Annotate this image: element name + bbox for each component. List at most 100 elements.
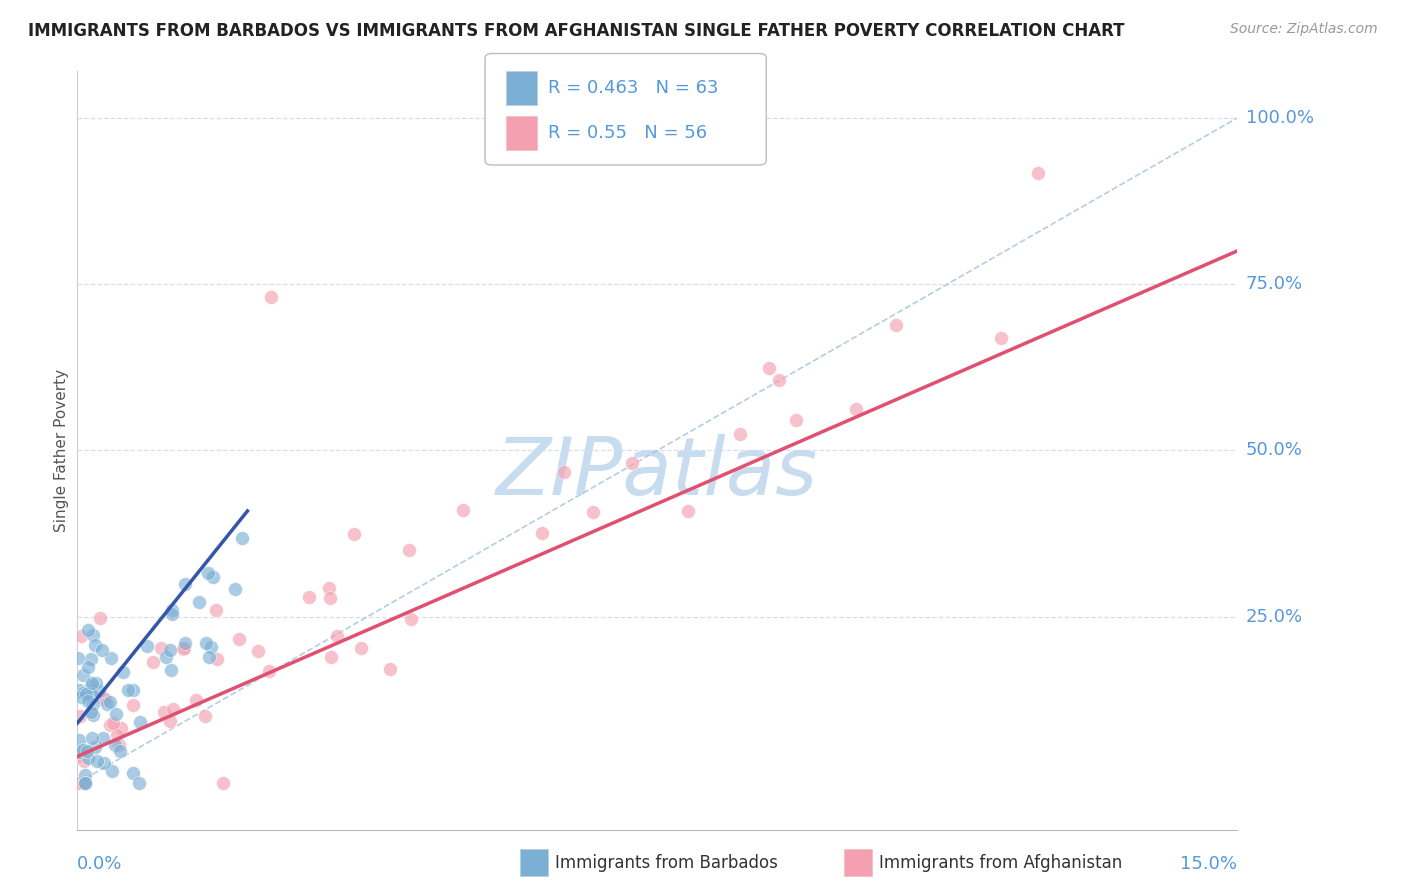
Text: 50.0%: 50.0% — [1246, 442, 1302, 459]
Point — [531, 526, 554, 541]
Point — [620, 456, 643, 470]
Point — [73, 768, 96, 782]
Point — [728, 427, 751, 442]
Point — [174, 576, 197, 591]
Point — [122, 682, 145, 697]
Point — [105, 707, 128, 722]
Point — [82, 731, 104, 745]
Point — [80, 675, 103, 690]
Text: Immigrants from Barbados: Immigrants from Barbados — [555, 854, 779, 871]
Text: 0.0%: 0.0% — [77, 855, 122, 872]
Point — [84, 675, 107, 690]
Point — [198, 650, 221, 665]
Point — [107, 738, 129, 752]
Point — [91, 690, 114, 705]
Point — [91, 731, 114, 745]
Point — [318, 581, 340, 595]
Point — [884, 318, 907, 332]
Point — [89, 611, 111, 625]
Point — [101, 715, 124, 730]
Point — [845, 402, 868, 417]
Point — [82, 628, 104, 642]
Point — [582, 506, 605, 520]
Point — [173, 636, 195, 650]
Point — [142, 655, 165, 669]
Point — [205, 652, 228, 666]
Text: 25.0%: 25.0% — [1246, 607, 1303, 625]
Text: IMMIGRANTS FROM BARBADOS VS IMMIGRANTS FROM AFGHANISTAN SINGLE FATHER POVERTY CO: IMMIGRANTS FROM BARBADOS VS IMMIGRANTS F… — [28, 22, 1125, 40]
Point — [380, 662, 402, 676]
Point — [155, 649, 177, 664]
Point — [321, 650, 343, 665]
Point — [184, 693, 207, 707]
Point — [224, 582, 246, 596]
Point — [326, 629, 349, 643]
Point — [84, 739, 107, 754]
Point — [149, 640, 172, 655]
Point — [105, 728, 128, 742]
Point — [194, 636, 217, 650]
Text: ZIPatlas: ZIPatlas — [496, 434, 818, 512]
Text: R = 0.55   N = 56: R = 0.55 N = 56 — [548, 124, 707, 142]
Point — [67, 749, 90, 764]
Point — [128, 714, 150, 729]
Point — [197, 566, 219, 580]
Point — [75, 688, 97, 702]
Point — [785, 413, 807, 427]
Point — [96, 697, 118, 711]
Point — [72, 743, 94, 757]
Point — [77, 751, 100, 765]
Point — [77, 660, 100, 674]
Point — [104, 738, 127, 752]
Point — [111, 665, 134, 680]
Point — [228, 632, 250, 646]
Point — [100, 650, 122, 665]
Point — [990, 331, 1012, 345]
Point — [202, 569, 225, 583]
Point — [122, 698, 145, 712]
Point — [67, 732, 90, 747]
Point — [211, 776, 233, 790]
Point — [231, 531, 253, 545]
Point — [758, 361, 780, 376]
Point — [94, 692, 117, 706]
Point — [82, 697, 104, 711]
Point — [72, 754, 94, 768]
Point — [67, 650, 90, 665]
Point — [76, 743, 98, 757]
Point — [399, 612, 422, 626]
Point — [82, 708, 104, 723]
Point — [77, 694, 100, 708]
Point — [69, 690, 91, 704]
Point — [160, 603, 183, 617]
Point — [298, 590, 321, 604]
Point — [553, 465, 575, 479]
Point — [75, 776, 97, 790]
Point — [110, 722, 132, 736]
Point — [91, 643, 114, 657]
Point — [246, 644, 269, 658]
Point — [160, 607, 183, 622]
Point — [205, 603, 228, 617]
Point — [80, 652, 103, 666]
Point — [676, 503, 699, 517]
Point — [768, 373, 790, 387]
Point — [72, 668, 94, 682]
Point — [93, 756, 115, 770]
Point — [343, 527, 366, 541]
Text: Source: ZipAtlas.com: Source: ZipAtlas.com — [1230, 22, 1378, 37]
Text: 15.0%: 15.0% — [1180, 855, 1237, 872]
Point — [75, 775, 97, 789]
Text: 100.0%: 100.0% — [1246, 109, 1313, 127]
Point — [188, 595, 211, 609]
Point — [117, 682, 139, 697]
Point — [73, 776, 96, 790]
Point — [80, 679, 103, 693]
Point — [87, 684, 110, 698]
Point — [200, 640, 222, 655]
Point — [1026, 166, 1049, 180]
Point — [69, 630, 91, 644]
Point — [398, 543, 420, 558]
Point — [72, 685, 94, 699]
Point — [122, 766, 145, 780]
